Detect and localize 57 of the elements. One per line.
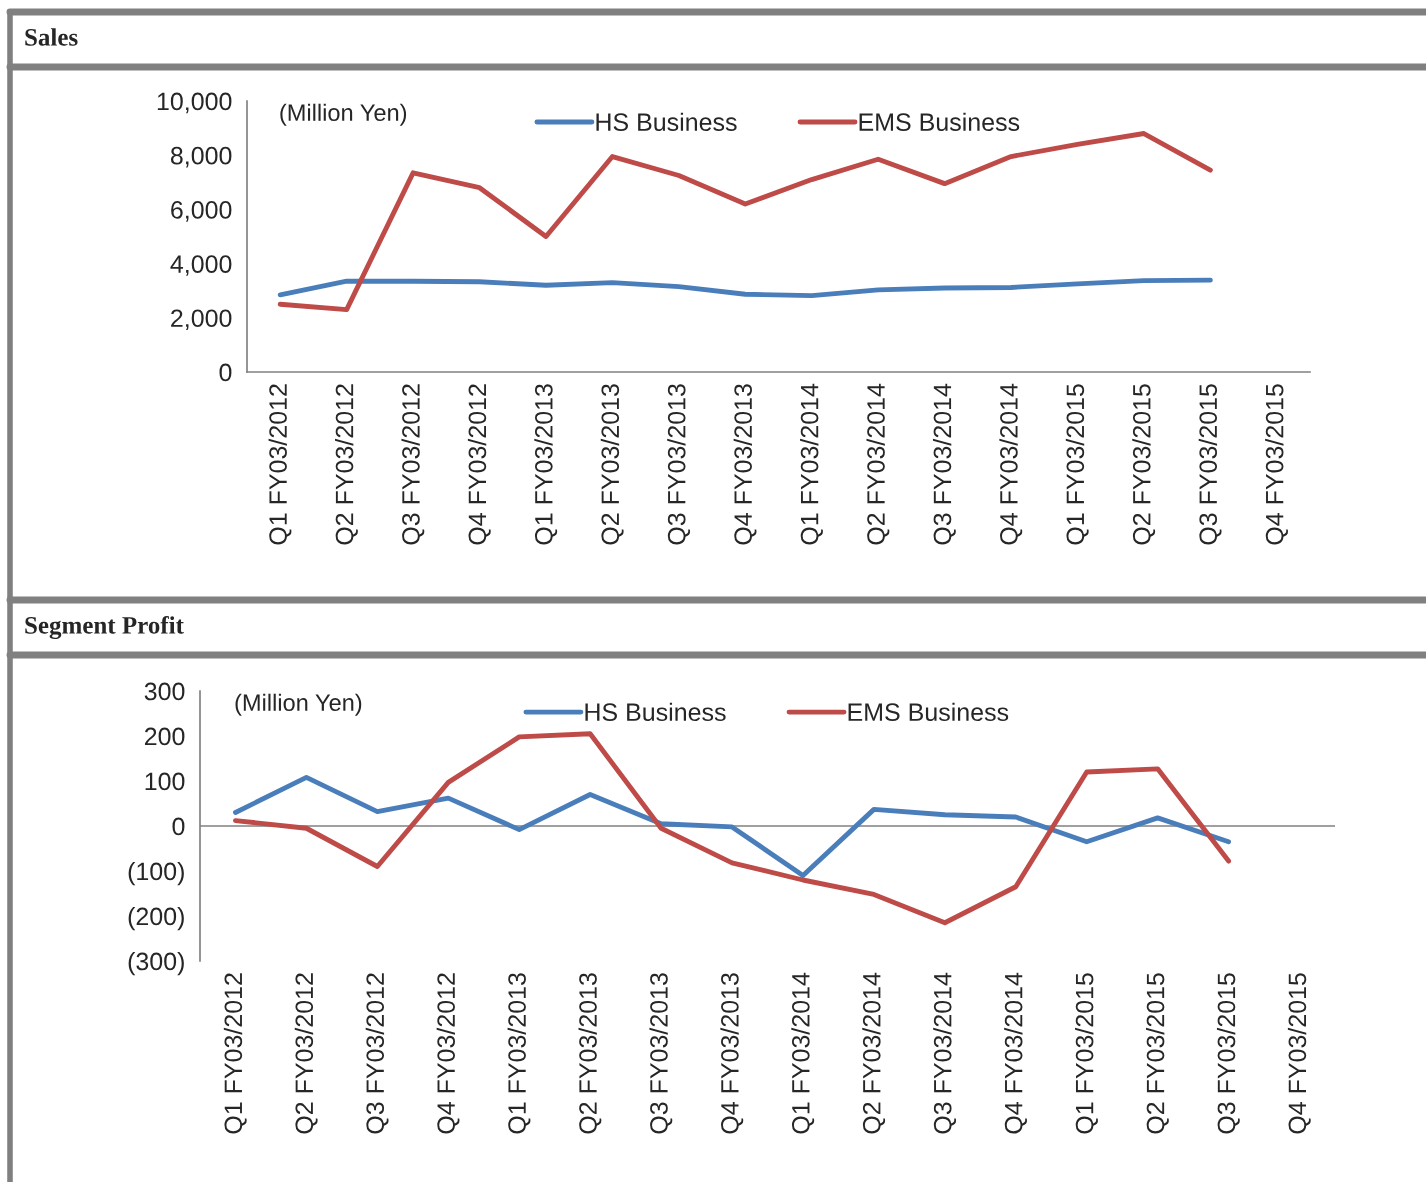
line-series: [277, 277, 1213, 299]
line-series: [233, 731, 1232, 926]
x-tick-label: Q4 FY03/2015: [1265, 384, 1288, 545]
y-tick-label: 6,000: [171, 201, 232, 222]
line-series: [277, 131, 1213, 313]
x-tick-label: Q2 FY03/2015: [1146, 973, 1169, 1134]
x-tick-label: Q1 FY03/2012: [268, 384, 292, 545]
x-tick-label: Q3 FY03/2013: [667, 384, 691, 545]
x-tick-label: Q3 FY03/2012: [401, 384, 425, 545]
y-tick-label: 10,000: [157, 92, 232, 114]
legend-label: HS Business: [596, 112, 737, 132]
legend-label: EMS Business: [859, 112, 1020, 132]
x-tick-label: Q4 FY03/2012: [467, 384, 491, 545]
x-tick-label: Q1 FY03/2012: [223, 973, 247, 1134]
y-tick-label: 100: [145, 772, 185, 791]
line-series: [233, 774, 1232, 878]
chart-title: Segment Profit: [25, 615, 184, 640]
x-tick-label: Q1 FY03/2015: [1075, 973, 1098, 1134]
y-tick-label: 8,000: [170, 146, 232, 168]
legend-label: EMS Business: [848, 702, 1009, 722]
x-tick-label: Q2 FY03/2013: [578, 973, 602, 1134]
legend-label: HS Business: [585, 702, 726, 722]
y-tick-label: 300: [144, 682, 185, 701]
y-tick-label: (300): [128, 951, 184, 976]
x-tick-label: Q3 FY03/2015: [1216, 973, 1240, 1134]
x-tick-label: Q4 FY03/2014: [1004, 972, 1027, 1134]
x-tick-label: Q2 FY03/2013: [600, 384, 624, 545]
x-tick-label: Q3 FY03/2014: [933, 972, 957, 1134]
y-tick-label: 0: [219, 363, 232, 382]
x-tick-label: Q2 FY03/2012: [335, 384, 358, 545]
y-tick-label: 200: [144, 727, 185, 746]
annotation: (Million Yen): [235, 693, 362, 716]
x-tick-label: Q1 FY03/2015: [1065, 384, 1089, 545]
y-tick-label: (200): [128, 906, 184, 931]
y-tick-label: (100): [128, 861, 184, 886]
x-tick-label: Q1 FY03/2013: [534, 384, 558, 545]
x-tick-label: Q2 FY03/2015: [1132, 384, 1156, 545]
x-tick-label: Q3 FY03/2014: [932, 383, 956, 545]
y-tick-label: 2,000: [171, 309, 232, 331]
x-tick-label: Q4 FY03/2013: [733, 384, 757, 545]
x-tick-label: Q2 FY03/2012: [294, 973, 318, 1134]
x-tick-label: Q3 FY03/2015: [1198, 384, 1222, 545]
x-tick-label: Q1 FY03/2014: [800, 383, 823, 545]
x-tick-label: Q1 FY03/2013: [507, 973, 531, 1134]
x-tick-label: Q2 FY03/2014: [866, 383, 890, 545]
x-tick-label: Q4 FY03/2013: [720, 973, 744, 1134]
x-tick-label: Q3 FY03/2013: [649, 973, 673, 1134]
x-tick-label: Q4 FY03/2014: [999, 383, 1023, 545]
x-tick-label: Q2 FY03/2014: [862, 972, 886, 1134]
x-tick-label: Q1 FY03/2014: [791, 972, 815, 1134]
annotation: (Million Yen): [280, 103, 407, 126]
y-tick-label: 0: [172, 817, 185, 836]
x-tick-label: Q4 FY03/2015: [1287, 973, 1311, 1134]
y-tick-label: 4,000: [170, 255, 232, 276]
chart-title: Sales: [25, 28, 78, 46]
x-tick-label: Q4 FY03/2012: [436, 973, 460, 1134]
x-tick-label: Q3 FY03/2012: [365, 973, 389, 1134]
